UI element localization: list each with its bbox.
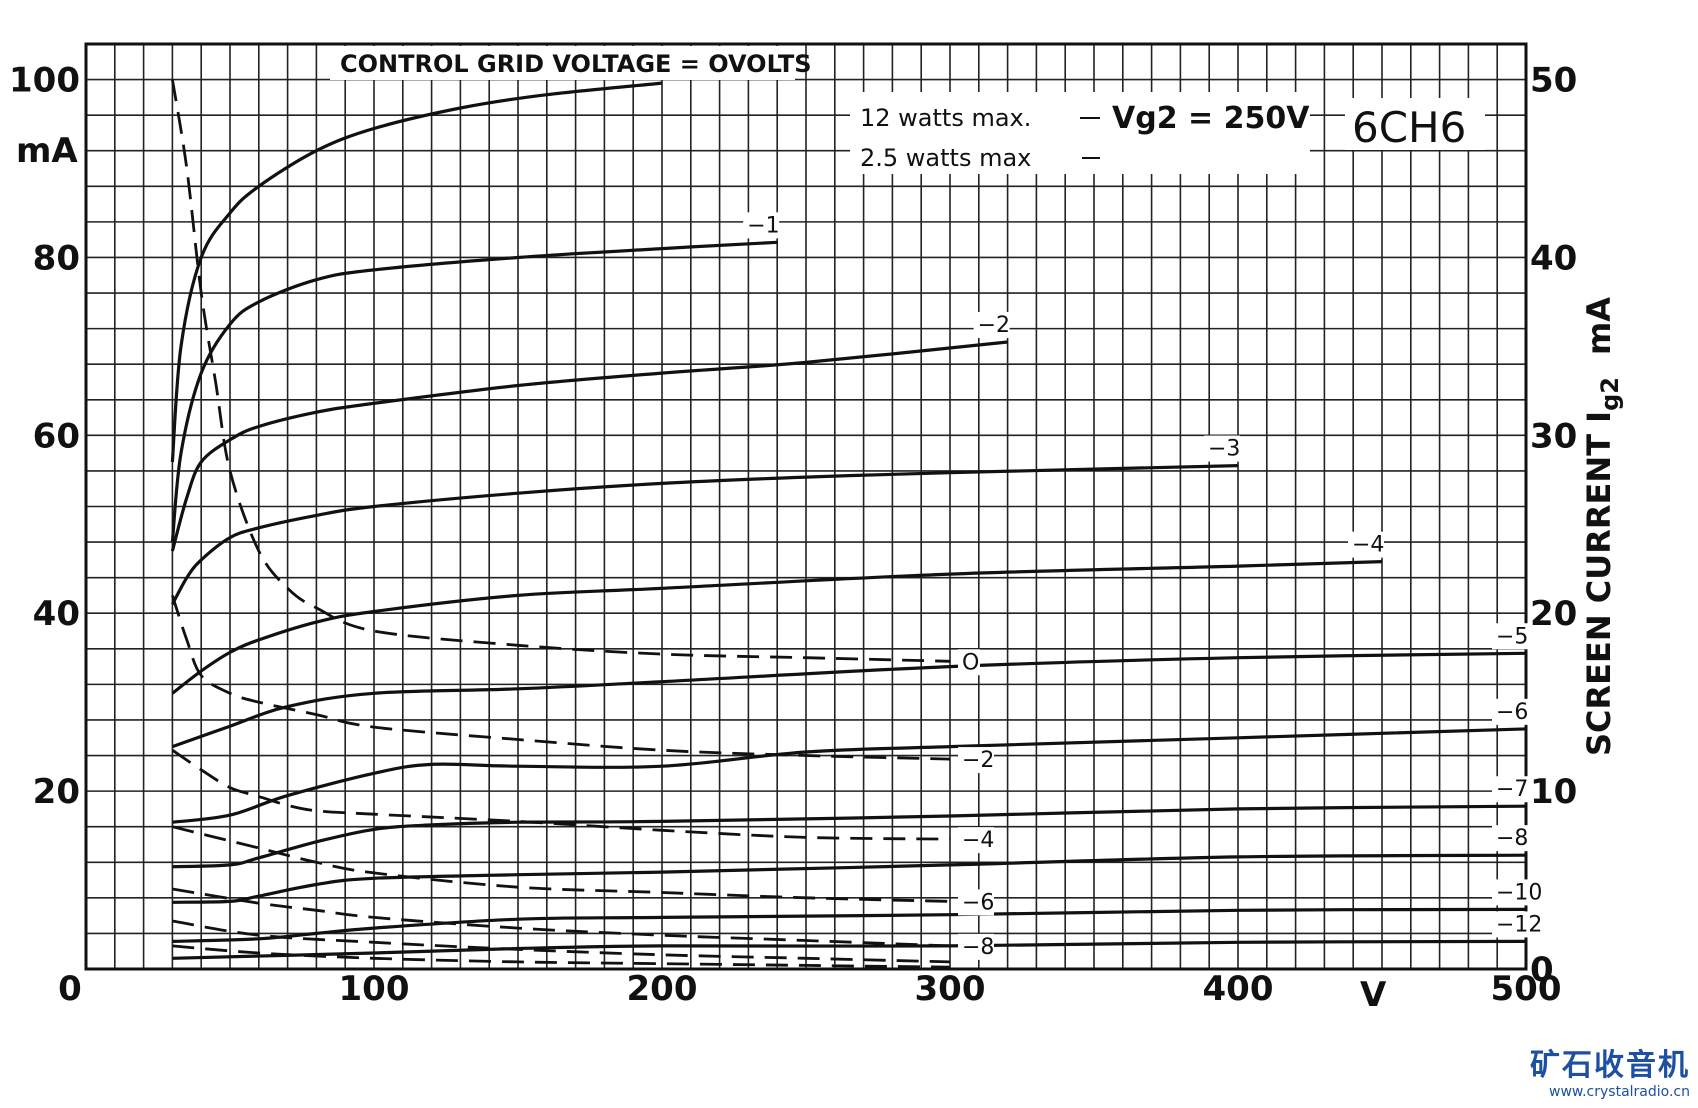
anode-curve-label-minus1-backdrop bbox=[743, 212, 780, 239]
left-axis-unit: mA bbox=[16, 131, 78, 171]
x-axis-tick: 0 bbox=[58, 969, 82, 1009]
left-axis-tick: 100 bbox=[9, 61, 80, 101]
screen-curve-vg1-minus6 bbox=[172, 825, 951, 903]
anode-curve-label-minus8-backdrop bbox=[1492, 825, 1528, 852]
tube-backdrop bbox=[1345, 98, 1485, 150]
notes-backdrop bbox=[850, 92, 1310, 174]
right-axis-tick: 10 bbox=[1530, 772, 1577, 812]
anode-curve-vg1-0 bbox=[170, 81, 663, 463]
left-axis-tick: 20 bbox=[33, 772, 80, 812]
plot-frame bbox=[84, 42, 1528, 971]
screen-curve-label-minus2: −2 bbox=[962, 748, 994, 773]
anode-curve-label-minus12-backdrop bbox=[1492, 911, 1542, 938]
right-axis-tick: 0 bbox=[1530, 950, 1554, 990]
watermark-title: 矿石收音机 bbox=[1530, 1048, 1690, 1083]
anode-curve-label-minus7: −7 bbox=[1496, 777, 1528, 802]
anode-curve-vg1-minus12 bbox=[172, 939, 1527, 960]
x-axis-tick: 500 bbox=[1491, 969, 1562, 1009]
anode-current-curves bbox=[170, 81, 1527, 960]
screen-curve-label-minus6-backdrop bbox=[958, 889, 994, 916]
anode-curve-vg1-minus1 bbox=[170, 240, 778, 543]
anode-curve-vg1-minus3 bbox=[170, 464, 1239, 606]
anode-curve-label-minus4-backdrop bbox=[1348, 531, 1384, 558]
svg-text:SCREEN CURRENT Ig2mA: SCREEN CURRENT Ig2 mA bbox=[1580, 297, 1624, 756]
max-dissipation-screen: 2.5 watts max bbox=[860, 144, 1031, 172]
anode-curve-label-minus8: −8 bbox=[1496, 826, 1528, 851]
anode-curve-label-minus6: −6 bbox=[1496, 700, 1528, 725]
anode-curve-label-minus10-backdrop bbox=[1492, 879, 1542, 906]
anode-curve-label-minus2: −2 bbox=[978, 313, 1010, 338]
screen-curve-vg1-minus8 bbox=[172, 887, 951, 948]
anode-curve-label-minus3: −3 bbox=[1208, 437, 1240, 462]
screen-curve-label-0: O bbox=[962, 650, 979, 675]
x-axis-tick: 200 bbox=[627, 969, 698, 1009]
screen-voltage-note: Vg2 = 250V bbox=[1112, 101, 1310, 136]
x-axis-tick: 100 bbox=[339, 969, 410, 1009]
right-axis-title-main: SCREEN CURRENT I bbox=[1580, 411, 1618, 756]
anode-curve-label-minus5: −5 bbox=[1496, 624, 1528, 649]
left-axis-tick: 80 bbox=[33, 238, 80, 278]
anode-curve-label-minus6-backdrop bbox=[1492, 698, 1528, 725]
chart-grid bbox=[86, 44, 1526, 969]
anode-curve-label-minus12: −12 bbox=[1496, 912, 1542, 937]
anode-curve-vg1-minus7 bbox=[172, 804, 1527, 869]
watermark-url: www.crystalradio.cn bbox=[1549, 1084, 1690, 1100]
screen-curve-vg1-minus10 bbox=[172, 919, 951, 964]
title-backdrop bbox=[330, 46, 795, 80]
anode-curve-label-minus7-backdrop bbox=[1492, 776, 1528, 803]
screen-curve-label-minus4: −4 bbox=[962, 828, 994, 853]
right-axis-tick: 20 bbox=[1530, 594, 1577, 634]
anode-curve-vg1-minus5 bbox=[171, 651, 1527, 749]
screen-curve-label-0-backdrop bbox=[958, 649, 980, 676]
right-axis-tick: 40 bbox=[1530, 238, 1577, 278]
chart-top-note: CONTROL GRID VOLTAGE = OVOLTS bbox=[340, 50, 812, 78]
screen-curve-label-minus2-backdrop bbox=[958, 747, 994, 774]
anode-curve-label-minus4: −4 bbox=[1352, 533, 1384, 558]
x-axis-tick: 400 bbox=[1203, 969, 1274, 1009]
anode-curve-vg1-minus6 bbox=[172, 727, 1527, 824]
anode-curve-label-minus2-backdrop bbox=[973, 311, 1010, 338]
right-axis-tick: 50 bbox=[1530, 61, 1577, 101]
x-axis-tick: 300 bbox=[915, 969, 986, 1009]
tube-type: 6CH6 bbox=[1352, 103, 1466, 152]
anode-curve-vg1-minus2 bbox=[170, 340, 1008, 552]
left-axis-tick: 40 bbox=[33, 594, 80, 634]
anode-curve-label-minus3-backdrop bbox=[1204, 435, 1240, 462]
screen-current-curves bbox=[171, 79, 951, 969]
anode-curve-label-minus1: −1 bbox=[747, 213, 779, 238]
left-axis-tick: 60 bbox=[33, 416, 80, 456]
anode-curve-vg1-minus4 bbox=[171, 560, 1383, 695]
screen-curve-vg1-minus12 bbox=[172, 944, 951, 969]
screen-curve-vg1-minus2 bbox=[171, 594, 951, 761]
right-axis-tick: 30 bbox=[1530, 416, 1577, 456]
anode-curve-label-minus10: −10 bbox=[1496, 880, 1542, 905]
right-axis-title-unit: mA bbox=[1580, 297, 1618, 355]
anode-curve-label-minus5-backdrop bbox=[1492, 623, 1528, 650]
screen-curve-label-minus8: −8 bbox=[962, 935, 994, 960]
screen-curve-vg1-0 bbox=[171, 79, 951, 663]
max-dissipation-anode: 12 watts max. bbox=[860, 104, 1031, 132]
curve-labels: −1 −2 −3 −4 −5 −6 −7 −8 −10 −12 O −2 −4 −6 −8 bbox=[743, 212, 1542, 960]
right-axis-title: SCREEN CURRENT Ig2 mA bbox=[1580, 297, 1624, 756]
anode-curve-vg1-minus10 bbox=[172, 907, 1527, 943]
anode-curve-vg1-minus8 bbox=[172, 853, 1527, 904]
x-axis-unit: V bbox=[1360, 975, 1387, 1015]
site-watermark: 矿石收音机 www.crystalradio.cn bbox=[1530, 1040, 1690, 1100]
right-axis-title-sub: g2 bbox=[1596, 377, 1624, 411]
screen-curve-vg1-minus4 bbox=[171, 749, 951, 841]
screen-curve-label-minus8-backdrop bbox=[958, 933, 994, 960]
screen-curve-label-minus6: −6 bbox=[962, 890, 994, 915]
screen-curve-label-minus4-backdrop bbox=[958, 827, 994, 854]
